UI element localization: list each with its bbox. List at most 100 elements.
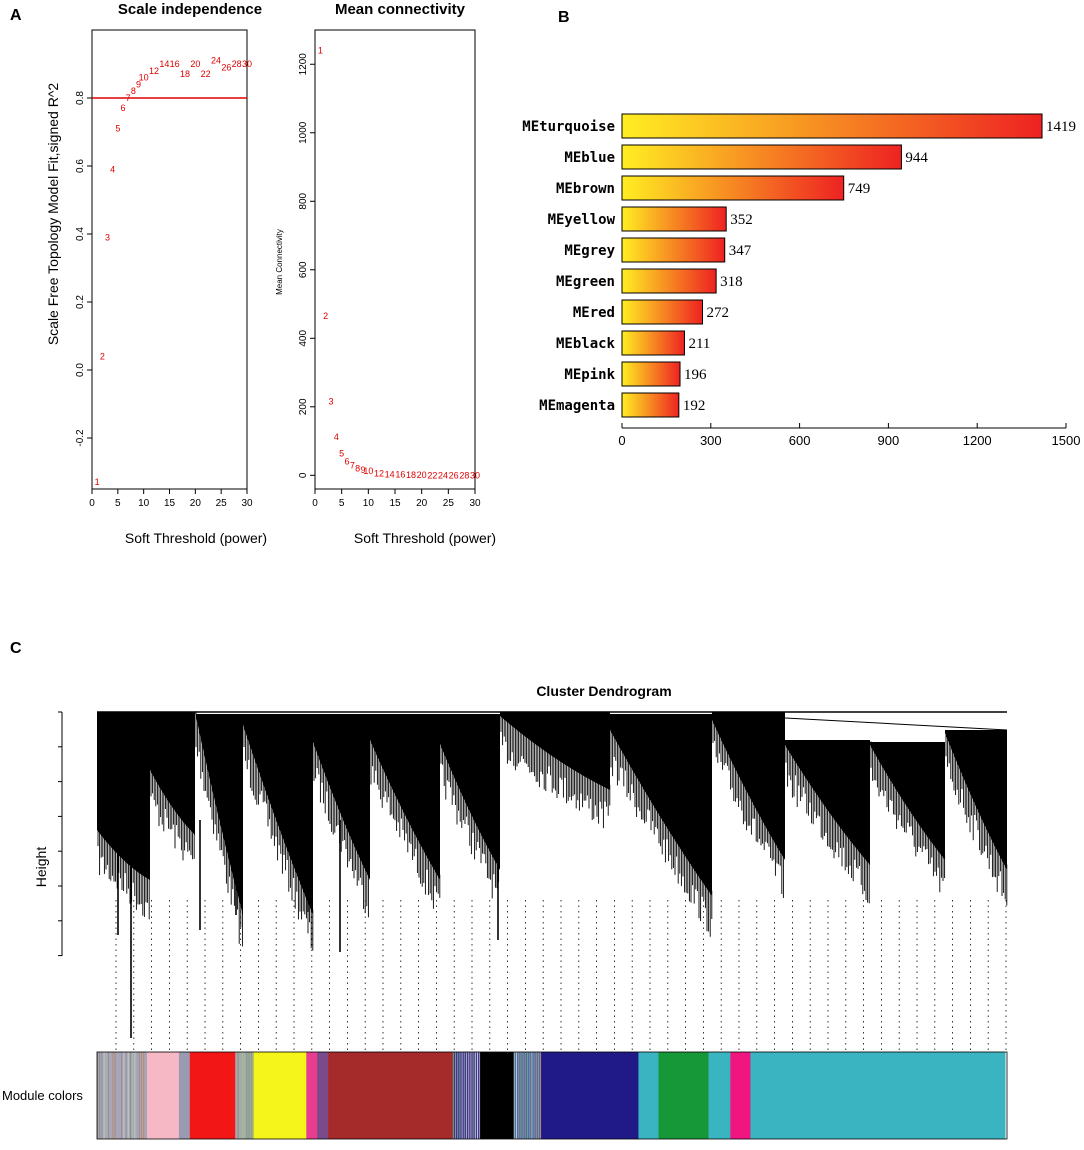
data-point-label: 10 [363, 466, 373, 476]
x-tick-label: 25 [443, 498, 455, 509]
scale-independence-plot: Scale independence 0 5 10 15 20 25 30-0.20.00.… [45, 1, 267, 546]
module-color-stripe [457, 1052, 459, 1139]
x-axis-title: Soft Threshold (power) [125, 530, 267, 546]
x-tick-label: 5 [339, 498, 345, 509]
module-color-stripe [520, 1052, 522, 1139]
y-tick-label: 600 [298, 261, 309, 278]
module-color-stripe [110, 1052, 112, 1139]
bar-category-label: MEgrey [564, 243, 615, 259]
data-point-label: 12 [149, 66, 159, 76]
module-color-segment [317, 1052, 329, 1139]
bar-category-label: MEpink [564, 367, 615, 383]
data-point-label: 22 [201, 69, 211, 79]
bar-MEblack [621, 330, 685, 356]
module-color-stripe [472, 1052, 474, 1139]
x-tick-label: 10 [363, 498, 375, 509]
module-color-stripe [461, 1052, 463, 1139]
bar-value-label: 352 [730, 212, 753, 228]
data-point-label: 9 [136, 79, 141, 89]
x-tick-label: 20 [190, 498, 202, 509]
x-tick-label: 5 [115, 498, 121, 509]
y-axis-title: Mean Connectivity [275, 229, 284, 295]
data-point-label: 7 [350, 461, 355, 471]
data-point-label: 18 [406, 470, 416, 480]
dendrogram-cluster [370, 714, 440, 880]
module-color-stripe [114, 1052, 116, 1139]
data-point-label: 12 [374, 469, 384, 479]
module-color-stripe [121, 1052, 123, 1139]
y-tick-label: 800 [298, 192, 309, 209]
data-point-label: 16 [170, 59, 180, 69]
mean-connectivity-plot: Mean connectivity 0 5 10 15 20 25 300200400600… [275, 1, 496, 546]
y-tick-label: 1000 [298, 121, 309, 144]
data-point-label: 10 [139, 73, 149, 83]
x-tick-label: 0 [312, 498, 318, 509]
y-tick-label: 1200 [298, 53, 309, 76]
module-color-stripe [470, 1052, 472, 1139]
x-tick-label: 0 [89, 498, 95, 509]
bar-MEgreen [621, 268, 717, 294]
bar-value-label: 347 [729, 243, 752, 259]
y-tick-label: 200 [298, 398, 309, 415]
data-point-label: 3 [328, 397, 333, 407]
dendrogram-tree [97, 711, 1008, 1050]
module-size-bar-chart: MEturquoise 1419 MEblue 944 MEbrown 749 MEyell… [522, 113, 1080, 448]
module-color-stripe [250, 1052, 252, 1139]
module-color-stripe [127, 1052, 129, 1139]
module-color-segment [730, 1052, 751, 1139]
bar-value-label: 272 [707, 305, 730, 321]
module-color-stripe [99, 1052, 101, 1139]
module-color-stripe [136, 1052, 138, 1139]
module-color-stripe [112, 1052, 114, 1139]
bar-value-label: 1419 [1046, 119, 1076, 135]
y-tick-label: 400 [298, 330, 309, 347]
bar-category-label: MEbrown [556, 181, 615, 197]
x-tick-label: 1200 [963, 433, 992, 448]
module-color-stripe [105, 1052, 107, 1139]
mean-connectivity-title: Mean connectivity [335, 1, 466, 18]
plot-frame [314, 29, 476, 490]
module-color-segment [541, 1052, 639, 1139]
x-tick-label: 15 [389, 498, 401, 509]
module-color-stripe [103, 1052, 105, 1139]
y-tick-label: 0.4 [75, 227, 86, 241]
module-color-stripe [522, 1052, 524, 1139]
data-point-label: 30 [470, 470, 480, 480]
module-color-segment [708, 1052, 731, 1139]
x-tick-label: 20 [416, 498, 428, 509]
x-tick-label: 25 [216, 498, 228, 509]
module-color-stripe [248, 1052, 250, 1139]
module-color-segment [328, 1052, 454, 1139]
module-color-stripe [515, 1052, 517, 1139]
data-point-label: 28 [232, 59, 242, 69]
data-point-label: 26 [449, 470, 459, 480]
y-tick-label: 0.8 [75, 91, 86, 105]
module-color-stripe [134, 1052, 136, 1139]
bar-value-label: 196 [684, 367, 707, 383]
module-color-segment [750, 1052, 1006, 1139]
bar-MEblue [621, 144, 902, 170]
module-color-stripe [526, 1052, 528, 1139]
bar-value-label: 211 [688, 336, 710, 352]
data-point-label: 5 [339, 448, 344, 458]
module-color-stripe [540, 1052, 542, 1139]
dendrogram-title: Cluster Dendrogram [536, 683, 671, 699]
module-color-segment [306, 1052, 318, 1139]
dendrogram-branch [711, 713, 1008, 731]
bar-category-label: MEturquoise [522, 119, 615, 135]
module-color-stripe [468, 1052, 470, 1139]
x-tick-label: 30 [469, 498, 481, 509]
bar-category-label: MEblue [564, 150, 615, 166]
module-color-stripe [130, 1052, 131, 1139]
x-tick-label: 10 [138, 498, 150, 509]
x-tick-label: 15 [164, 498, 176, 509]
module-color-stripe [123, 1052, 125, 1139]
module-color-bar [96, 1051, 1008, 1140]
module-color-stripe [463, 1052, 465, 1139]
y-tick-label: 0.0 [75, 363, 86, 377]
module-color-stripe [132, 1052, 134, 1139]
data-point-label: 1 [318, 46, 323, 56]
dendrogram-cluster [610, 714, 712, 896]
dendrogram-cluster [440, 714, 500, 870]
module-color-stripe [125, 1052, 127, 1139]
